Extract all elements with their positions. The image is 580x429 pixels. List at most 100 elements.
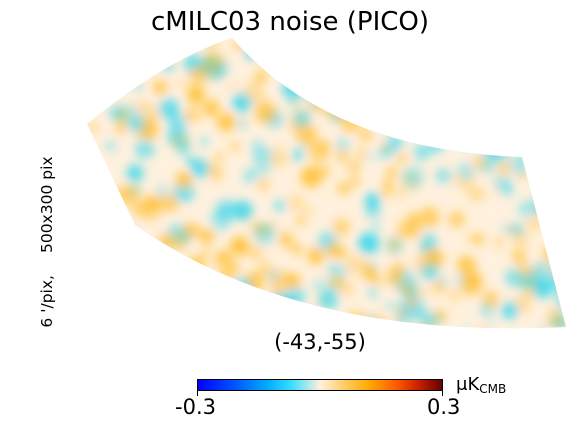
noise-spot	[531, 38, 551, 44]
noise-spot	[560, 174, 566, 188]
noise-spot	[156, 185, 168, 198]
noise-spot	[455, 58, 475, 77]
noise-spot	[117, 242, 134, 259]
noise-spot	[335, 149, 349, 163]
noise-spot	[152, 79, 168, 95]
noise-spot	[319, 46, 337, 64]
noise-spot	[359, 128, 373, 142]
noise-spot	[549, 129, 556, 136]
noise-spot	[119, 283, 131, 296]
noise-spot	[560, 293, 566, 313]
noise-spot	[316, 240, 324, 247]
noise-spot	[488, 50, 498, 60]
noise-spot	[364, 75, 378, 89]
noise-spot	[537, 128, 545, 135]
noise-spot	[313, 280, 323, 290]
noise-spot	[209, 210, 232, 232]
noise-spot	[96, 293, 103, 300]
noise-spot	[485, 65, 505, 85]
noise-spot	[556, 261, 566, 280]
noise-spot	[432, 308, 448, 324]
noise-spot	[273, 287, 282, 297]
noise-spot	[244, 46, 259, 61]
noise-spot	[162, 38, 170, 41]
noise-spot	[527, 132, 536, 141]
noise-spot	[569, 258, 580, 269]
noise-spot	[254, 101, 277, 124]
noise-spot	[381, 99, 403, 120]
colorbar-min-tick	[197, 391, 198, 396]
noise-spot	[301, 61, 322, 81]
noise-spot	[215, 290, 229, 304]
noise-spot	[78, 185, 85, 192]
noise-spot	[285, 282, 294, 291]
noise-spot	[466, 234, 474, 242]
noise-spot	[114, 121, 128, 135]
noise-spot	[480, 159, 495, 174]
noise-spot	[190, 286, 197, 293]
noise-spot	[87, 177, 95, 190]
noise-spot	[382, 62, 403, 83]
colorbar-max-tick	[442, 391, 443, 396]
noise-spot	[141, 302, 150, 311]
noise-spot	[102, 38, 121, 43]
noise-spot	[161, 38, 183, 51]
noise-spot	[552, 293, 565, 306]
noise-spot	[491, 54, 509, 71]
noise-spot	[496, 38, 519, 54]
noise-spot	[445, 44, 456, 55]
noise-spot	[540, 324, 548, 329]
noise-spot	[554, 248, 566, 267]
noise-spot	[281, 49, 296, 65]
noise-spot	[158, 98, 180, 120]
noise-spot	[189, 269, 203, 282]
noise-spot	[98, 300, 106, 309]
noise-spot	[553, 258, 566, 277]
noise-spot	[271, 221, 279, 229]
noise-spot	[558, 45, 566, 63]
noise-spot	[233, 277, 252, 296]
noise-spot	[504, 268, 523, 287]
noise-spot	[243, 291, 261, 309]
noise-spot	[456, 127, 479, 149]
noise-spot	[543, 48, 552, 58]
noise-spot	[396, 190, 404, 197]
noise-spot	[530, 79, 541, 91]
noise-spot	[223, 299, 233, 309]
noise-spot	[326, 248, 336, 257]
noise-spot	[356, 148, 367, 159]
noise-spot	[123, 184, 143, 205]
noise-spot	[232, 93, 252, 113]
noise-spot	[229, 83, 237, 91]
noise-spot	[545, 129, 559, 143]
noise-spot	[208, 165, 223, 180]
noise-spot	[448, 174, 459, 184]
noise-spot	[87, 201, 100, 221]
noise-spot	[257, 178, 270, 191]
noise-spot	[230, 236, 250, 256]
noise-spot	[420, 262, 439, 281]
noise-spot	[367, 286, 379, 298]
noise-spot	[292, 150, 303, 161]
noise-spot	[333, 218, 351, 236]
noise-spot	[561, 52, 566, 60]
noise-spot	[380, 187, 392, 199]
noise-spot	[557, 169, 566, 178]
noise-spot	[288, 195, 304, 211]
noise-spot	[363, 267, 378, 282]
noise-spot	[438, 77, 450, 88]
noise-spot	[443, 106, 460, 124]
noise-spot	[259, 38, 280, 55]
noise-spot	[300, 165, 323, 188]
noise-spot	[554, 263, 566, 281]
noise-spot	[254, 71, 267, 84]
noise-spot	[234, 236, 242, 244]
noise-spot	[563, 262, 566, 276]
coordinate-label: (-43,-55)	[274, 330, 366, 354]
noise-spot	[349, 176, 360, 187]
noise-spot	[307, 99, 320, 112]
noise-spot	[509, 38, 521, 40]
noise-spot	[406, 212, 421, 226]
noise-spot	[338, 85, 359, 107]
noise-spot	[507, 225, 515, 233]
